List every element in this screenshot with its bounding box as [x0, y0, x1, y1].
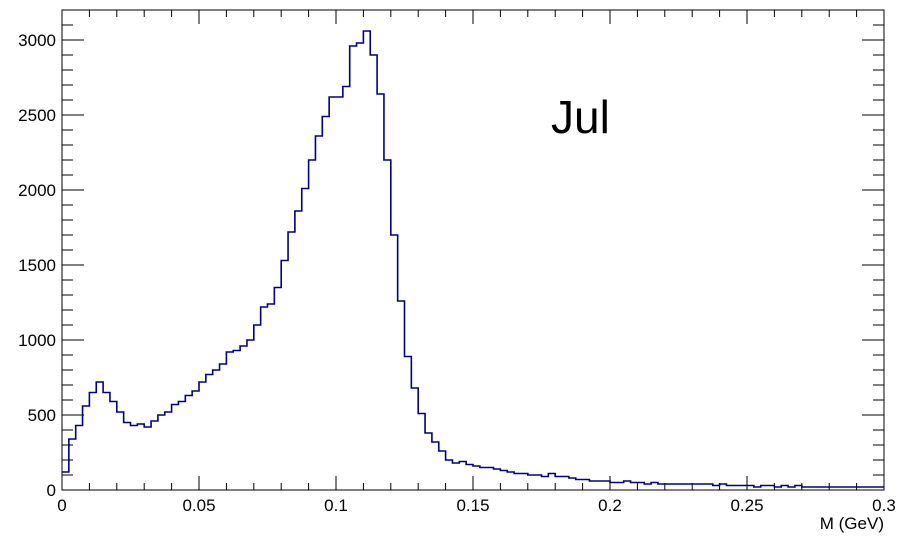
x-tick-label: 0.3: [872, 496, 896, 515]
plot-frame: [61, 9, 885, 491]
y-tick-label: 2000: [18, 181, 56, 200]
x-tick-label: 0.15: [456, 496, 489, 515]
x-axis-ticks: [61, 10, 885, 490]
histogram-series-line: [62, 30, 884, 488]
y-tick-label: 1500: [18, 256, 56, 275]
y-tick-label: 1000: [18, 331, 56, 350]
x-axis-title: M (GeV): [820, 514, 884, 533]
x-tick-label: 0.25: [730, 496, 763, 515]
y-tick-label: 2500: [18, 106, 56, 125]
x-tick-label: 0: [57, 496, 66, 515]
y-axis-tick-labels: 0 500 1000 1500 2000 2500 3000: [18, 31, 56, 500]
x-tick-label: 0.05: [182, 496, 215, 515]
y-tick-label: 3000: [18, 31, 56, 50]
x-tick-label: 0.2: [598, 496, 622, 515]
y-tick-label: 500: [28, 406, 56, 425]
x-tick-label: 0.1: [324, 496, 348, 515]
x-axis-tick-labels: 0 0.05 0.1 0.15 0.2 0.25 0.3: [57, 496, 896, 515]
chart-annotation-label: Jul: [551, 91, 610, 143]
y-axis-ticks: [62, 9, 884, 491]
y-tick-label: 0: [47, 481, 56, 500]
